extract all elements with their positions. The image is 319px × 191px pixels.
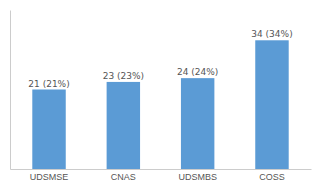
x-axis: UDSMSE CNAS UDSMBS COSS [11, 170, 312, 183]
x-tick: UDSMSE [30, 172, 69, 182]
chart: 21 (21%) 23 (23%) 24 (24%) 34 (34%) UDSMSE CN… [0, 0, 319, 191]
plot: 21 (21%) 23 (23%) 24 (24%) 34 (34%) UDSMSE CN… [11, 11, 312, 183]
x-tick-label: CNAS [111, 172, 136, 182]
data-labels: 21 (21%) 23 (23%) 24 (24%) 34 (34%) [28, 29, 292, 88]
x-tick-label: COSS [259, 172, 285, 182]
y-axis-line [10, 11, 11, 170]
bar [32, 90, 65, 170]
data-label: 34 (34%) [251, 29, 292, 39]
bar [181, 78, 214, 169]
bars [32, 40, 288, 169]
bar [255, 40, 288, 169]
data-label: 21 (21%) [28, 79, 69, 89]
x-tick: UDSMBS [178, 172, 217, 182]
y-axis [10, 11, 11, 170]
x-axis-line [11, 169, 312, 170]
data-label: 24 (24%) [177, 67, 218, 77]
x-tick: CNAS [111, 172, 136, 182]
x-tick-label: UDSMSE [30, 172, 69, 182]
bar [107, 82, 140, 169]
data-label: 23 (23%) [103, 71, 144, 81]
x-tick-label: UDSMBS [178, 172, 217, 182]
x-tick: COSS [259, 172, 285, 182]
